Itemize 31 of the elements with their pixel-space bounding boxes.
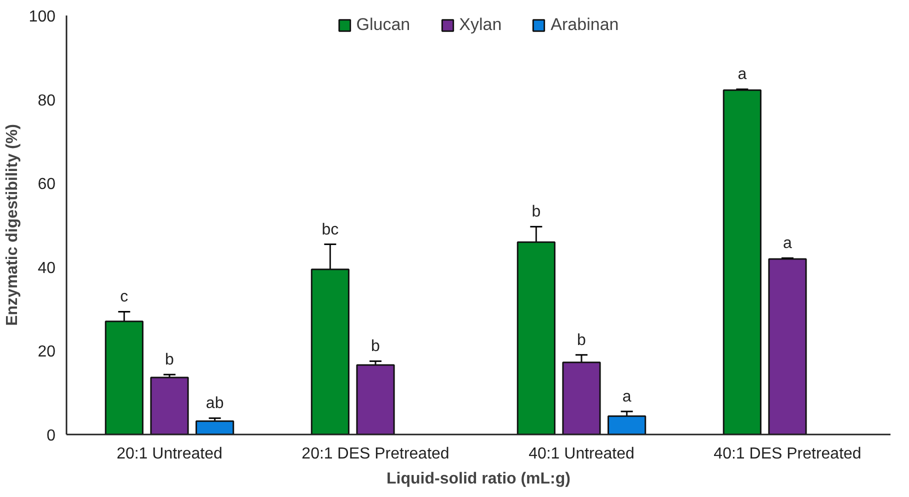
legend-label: Glucan [356,15,410,35]
bar [356,364,395,434]
x-tick-label: 40:1 Untreated [528,446,634,462]
legend-label: Xylan [459,15,502,35]
data-label: a [622,388,632,406]
data-label: a [783,235,792,252]
data-label: b [577,332,586,349]
bar [768,258,807,434]
x-tick-label: 20:1 DES Pretreated [302,446,450,462]
x-axis-title: Liquid-solid ratio (mL:g) [386,470,570,488]
data-label: b [371,338,380,356]
bar [196,420,234,434]
data-label: bc [322,221,339,238]
y-tick-label: 40 [38,260,56,277]
x-tick-label: 40:1 DES Pretreated [714,446,862,462]
y-tick-label: 80 [38,92,56,110]
bar [150,376,189,434]
data-label: b [532,204,541,221]
y-tick-label: 0 [46,428,56,444]
y-axis-title: Enzymatic digestibility (%) [4,124,21,326]
bar [722,89,762,434]
y-tick-label: 20 [38,344,56,361]
legend-label: Arabinan [550,15,619,35]
data-label: c [120,288,128,306]
bar [608,415,646,434]
data-label: b [165,352,174,369]
data-label: ab [206,395,224,412]
x-tick-label: 20:1 Untreated [116,446,222,462]
y-tick-label: 100 [28,8,56,26]
data-label: a [738,66,747,84]
y-tick-label: 60 [38,176,56,194]
